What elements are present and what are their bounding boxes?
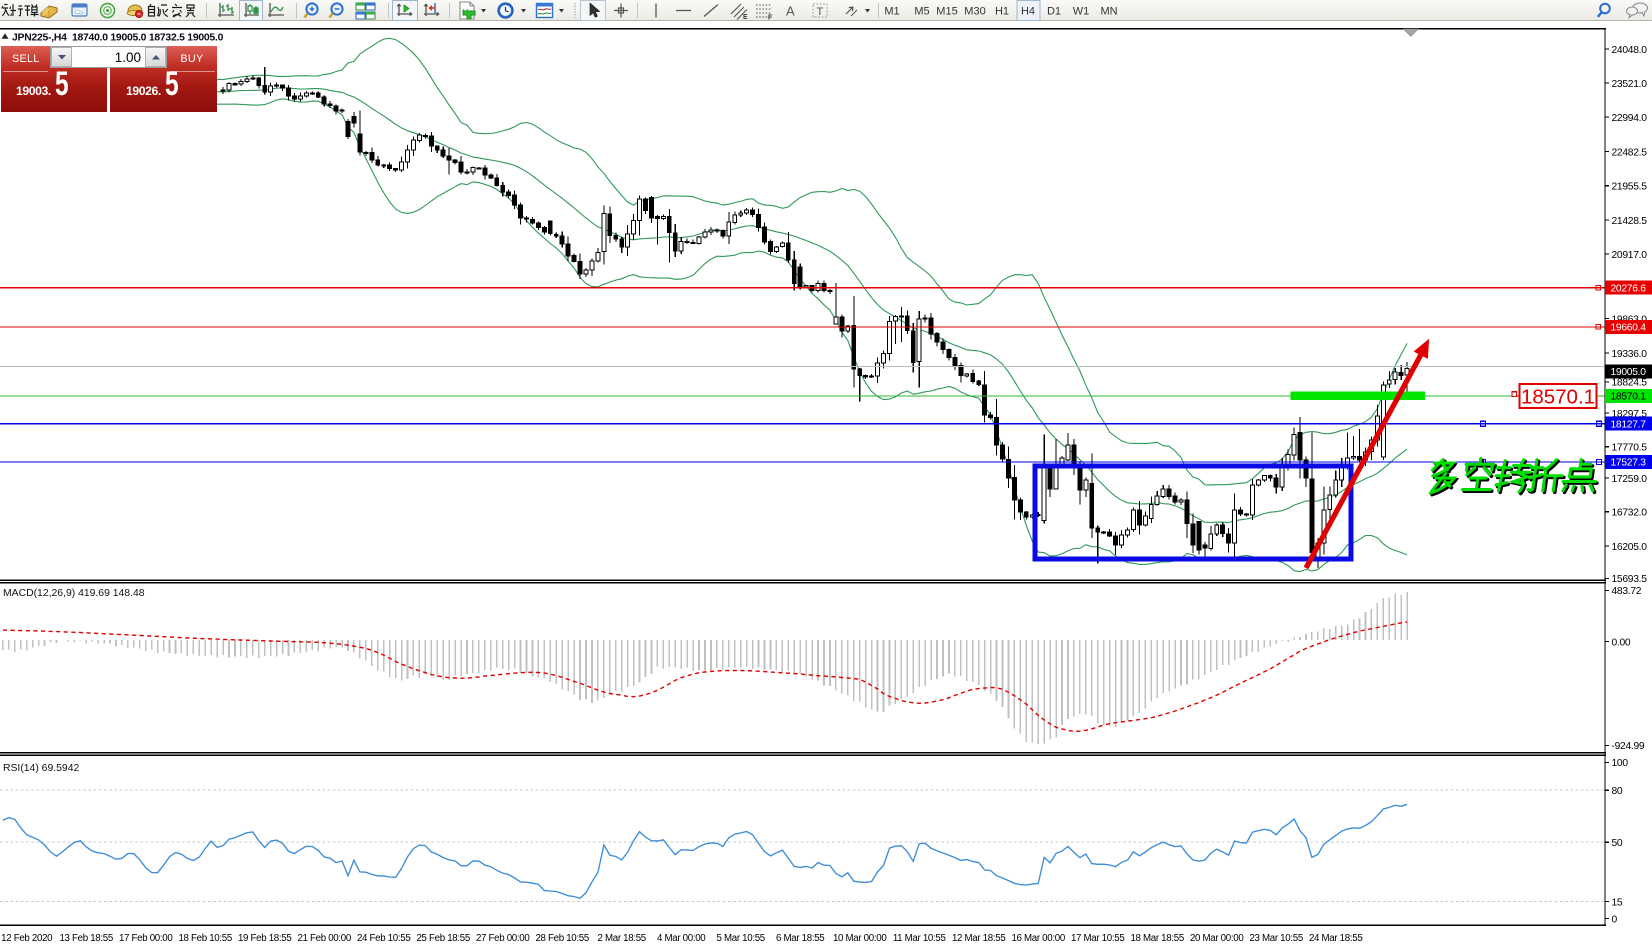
svg-text:19 Feb 18:55: 19 Feb 18:55 (238, 933, 292, 944)
svg-text:0.00: 0.00 (1612, 637, 1631, 648)
svg-text:17259.0: 17259.0 (1612, 474, 1648, 485)
svg-text:W1: W1 (1073, 6, 1090, 18)
svg-text:0: 0 (1612, 914, 1618, 925)
svg-text:D1: D1 (1047, 6, 1061, 18)
svg-text:15693.5: 15693.5 (1612, 574, 1648, 585)
svg-text:17527.3: 17527.3 (1611, 458, 1647, 469)
svg-text:T: T (817, 6, 824, 18)
svg-text:25 Feb 18:55: 25 Feb 18:55 (416, 933, 470, 944)
svg-text:M5: M5 (914, 6, 929, 18)
svg-text:-924.99: -924.99 (1612, 741, 1645, 752)
svg-text:20276.6: 20276.6 (1611, 284, 1647, 295)
svg-text:24 Feb 10:55: 24 Feb 10:55 (357, 933, 411, 944)
svg-text:JPN225-,H4 18740.0 19005.0 18: JPN225-,H4 18740.0 19005.0 18732.5 19005… (12, 33, 224, 44)
svg-text:MACD(12,26,9) 419.69 148.48: MACD(12,26,9) 419.69 148.48 (3, 588, 145, 599)
svg-text:H4: H4 (1021, 6, 1035, 18)
svg-text:M1: M1 (884, 6, 899, 18)
svg-text:18127.7: 18127.7 (1611, 420, 1647, 431)
svg-text:5 Mar 10:55: 5 Mar 10:55 (716, 933, 764, 944)
svg-text:21955.5: 21955.5 (1612, 182, 1648, 193)
svg-text:A: A (786, 4, 795, 19)
svg-text:17770.5: 17770.5 (1612, 443, 1648, 454)
svg-text:21428.5: 21428.5 (1612, 216, 1648, 227)
svg-text:23521.0: 23521.0 (1612, 79, 1648, 90)
svg-text:16 Mar 00:00: 16 Mar 00:00 (1011, 933, 1065, 944)
svg-text:19660.4: 19660.4 (1611, 323, 1647, 334)
svg-text:17 Feb 00:00: 17 Feb 00:00 (119, 933, 173, 944)
svg-text:80: 80 (1612, 786, 1623, 797)
svg-text:H1: H1 (995, 6, 1009, 18)
svg-text:22994.0: 22994.0 (1612, 113, 1648, 124)
svg-text:483.72: 483.72 (1612, 586, 1642, 597)
svg-text:27 Feb 00:00: 27 Feb 00:00 (476, 933, 530, 944)
svg-text:6 Mar 18:55: 6 Mar 18:55 (776, 933, 824, 944)
svg-text:18824.5: 18824.5 (1612, 378, 1648, 389)
svg-text:18570.1: 18570.1 (1521, 386, 1595, 409)
svg-text:4 Mar 00:00: 4 Mar 00:00 (657, 933, 706, 944)
svg-text:19336.0: 19336.0 (1612, 349, 1648, 360)
svg-text:MN: MN (1100, 6, 1117, 18)
svg-text:23 Mar 10:55: 23 Mar 10:55 (1249, 933, 1303, 944)
svg-text:12 Mar 18:55: 12 Mar 18:55 (952, 933, 1006, 944)
svg-text:RSI(14) 69.5942: RSI(14) 69.5942 (3, 763, 79, 774)
svg-text:13 Feb 18:55: 13 Feb 18:55 (59, 933, 113, 944)
svg-text:E: E (743, 14, 748, 21)
svg-text:16205.0: 16205.0 (1612, 542, 1648, 553)
svg-text:22482.5: 22482.5 (1612, 147, 1648, 158)
svg-text:M30: M30 (964, 6, 985, 18)
svg-text:18 Feb 10:55: 18 Feb 10:55 (178, 933, 232, 944)
svg-text:20 Mar 00:00: 20 Mar 00:00 (1190, 933, 1244, 944)
svg-text:18297.5: 18297.5 (1612, 409, 1648, 420)
svg-text:16732.0: 16732.0 (1612, 508, 1648, 519)
svg-text:100: 100 (1612, 758, 1629, 769)
svg-text:11 Mar 10:55: 11 Mar 10:55 (893, 933, 946, 944)
svg-text:20917.0: 20917.0 (1612, 250, 1648, 261)
svg-text:28 Feb 10:55: 28 Feb 10:55 (535, 933, 589, 944)
svg-text:10 Mar 00:00: 10 Mar 00:00 (833, 933, 887, 944)
svg-text:M15: M15 (936, 6, 957, 18)
svg-text:2 Mar 18:55: 2 Mar 18:55 (597, 933, 645, 944)
svg-text:24048.0: 24048.0 (1612, 45, 1648, 56)
svg-text:21 Feb 00:00: 21 Feb 00:00 (297, 933, 351, 944)
svg-text:18570.1: 18570.1 (1611, 392, 1647, 403)
svg-text:F: F (768, 15, 773, 22)
svg-text:19005.0: 19005.0 (1611, 367, 1647, 378)
svg-text:50: 50 (1612, 838, 1623, 849)
svg-text:18 Mar 18:55: 18 Mar 18:55 (1130, 933, 1184, 944)
svg-text:24 Mar 18:55: 24 Mar 18:55 (1309, 933, 1363, 944)
svg-text:15: 15 (1612, 897, 1623, 908)
svg-text:12 Feb 2020: 12 Feb 2020 (1, 933, 53, 944)
svg-text:17 Mar 10:55: 17 Mar 10:55 (1071, 933, 1125, 944)
